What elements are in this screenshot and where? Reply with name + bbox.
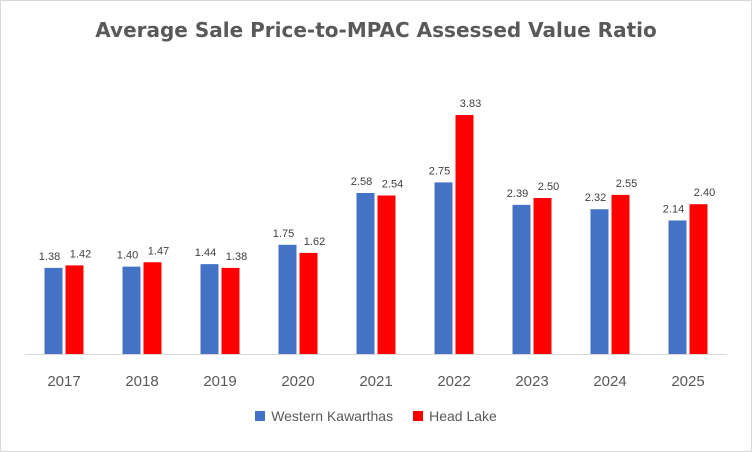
bar-western-kawarthas-2024 [590,209,609,354]
bar-western-kawarthas-2018 [122,266,141,354]
x-tick-label-2018: 2018 [125,373,158,390]
bar-head-lake-2018 [143,262,162,354]
data-label-head-lake-2017: 1.42 [70,248,91,260]
bar-head-lake-2023 [533,197,552,354]
data-label-western-kawarthas-2017: 1.38 [39,251,60,263]
legend-label-western-kawarthas: Western Kawarthas [271,408,394,424]
data-label-head-lake-2018: 1.47 [148,245,169,257]
bar-western-kawarthas-2022 [434,182,453,354]
data-label-western-kawarthas-2021: 2.58 [351,176,372,188]
data-label-head-lake-2021: 2.54 [382,178,403,190]
bar-head-lake-2021 [377,195,396,354]
data-label-western-kawarthas-2020: 1.75 [273,228,294,240]
x-tick-label-2019: 2019 [203,373,236,390]
data-label-western-kawarthas-2023: 2.39 [507,188,528,200]
legend-item-head-lake: Head Lake [413,408,497,424]
legend-item-western-kawarthas: Western Kawarthas [255,408,393,424]
x-tick-label-2025: 2025 [671,373,704,390]
bar-western-kawarthas-2025 [668,220,687,354]
data-label-head-lake-2024: 2.55 [616,178,637,190]
data-label-head-lake-2020: 1.62 [304,236,325,248]
x-tick-label-2022: 2022 [437,373,470,390]
bar-western-kawarthas-2017 [44,267,63,354]
bar-head-lake-2019 [221,267,240,354]
bar-head-lake-2025 [689,204,708,354]
chart-title: Average Sale Price-to-MPAC Assessed Valu… [95,18,657,42]
legend-swatch-western-kawarthas [255,411,266,421]
legend-label-head-lake: Head Lake [429,408,497,424]
data-label-western-kawarthas-2024: 2.32 [585,192,606,204]
legend-swatch-head-lake [413,411,424,421]
data-label-head-lake-2022: 3.83 [460,98,481,110]
x-tick-label-2020: 2020 [281,373,314,390]
data-label-head-lake-2023: 2.50 [538,181,559,193]
data-label-western-kawarthas-2019: 1.44 [195,247,216,259]
x-tick-label-2023: 2023 [515,373,548,390]
bar-head-lake-2020 [299,252,318,354]
x-tick-label-2021: 2021 [359,373,392,390]
x-tick-label-2017: 2017 [47,373,80,390]
bar-western-kawarthas-2019 [200,264,219,354]
x-tick-label-2024: 2024 [593,373,626,390]
bar-western-kawarthas-2021 [356,193,375,354]
bar-head-lake-2017 [65,265,84,354]
bar-western-kawarthas-2023 [512,204,531,354]
data-label-western-kawarthas-2022: 2.75 [429,165,450,177]
data-label-western-kawarthas-2018: 1.40 [117,250,138,262]
bar-head-lake-2022 [455,115,474,354]
legend: Western Kawarthas Head Lake [0,408,752,424]
data-label-head-lake-2019: 1.38 [226,251,247,263]
data-label-western-kawarthas-2025: 2.14 [663,203,684,215]
data-label-head-lake-2025: 2.40 [694,187,715,199]
bar-western-kawarthas-2020 [278,244,297,354]
bar-head-lake-2024 [611,194,630,354]
